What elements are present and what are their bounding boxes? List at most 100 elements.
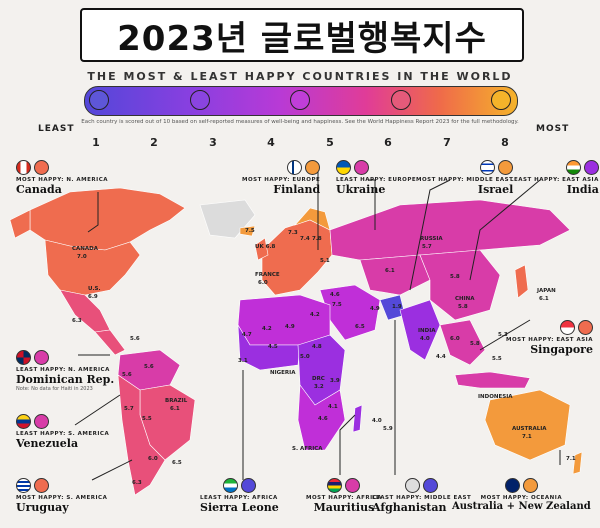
label-japan-value: 6.1: [539, 296, 549, 302]
label-canada: CANADA: [72, 246, 99, 252]
subtitle: THE MOST & LEAST HAPPY COUNTRIES IN THE …: [87, 70, 513, 83]
label-colombia-value: 5.6: [122, 372, 132, 378]
label-sweden-value: 7.4: [300, 236, 310, 242]
region-central-america: [94, 329, 126, 356]
region-usa: [44, 239, 141, 296]
callout-canada: MOST HAPPY: N. AMERICA Canada: [16, 160, 108, 196]
grin-face-icon: [498, 160, 514, 175]
label-myanmar-value: 4.4: [436, 354, 446, 360]
ukraine-flag-icon: [336, 160, 351, 175]
page-title: 2023년 글로벌행복지수: [80, 8, 524, 62]
smile-face-icon: [391, 90, 411, 110]
label-peru-value: 5.7: [124, 406, 134, 412]
scale-tick-4: 4: [267, 136, 275, 149]
region-alaska: [9, 209, 31, 239]
label-norway-value: 7.3: [288, 230, 298, 236]
label-east-2: 5.0: [300, 354, 310, 360]
smile-face-icon: [34, 160, 49, 175]
label-australia: AUSTRALIA: [512, 426, 547, 432]
label-nigeria: NIGERIA: [270, 370, 296, 376]
label-east-4: 4.1: [328, 404, 338, 410]
world-map: CANADA 7.0 U.S. 6.9 6.3 7.5 UK 6.8 7.3 7…: [9, 172, 583, 496]
label-argentina-value: 6.0: [148, 456, 158, 462]
label-drc-value: 3.2: [314, 384, 324, 390]
grin-face-icon: [491, 90, 511, 110]
label-russia-value: 5.7: [422, 244, 432, 250]
label-indonesia: INDONESIA: [478, 394, 513, 400]
dominican-flag-icon: [16, 350, 31, 365]
label-drc: DRC: [312, 376, 325, 382]
label-us-value: 6.9: [88, 294, 98, 300]
uruguay-flag-icon: [16, 478, 31, 493]
region-canada: [29, 187, 186, 251]
most-label: MOST: [536, 124, 570, 134]
label-france-value: 6.0: [258, 280, 268, 286]
sierra-leone-flag-icon: [222, 478, 238, 493]
label-cuba-value: 5.6: [130, 336, 140, 342]
very-sad-face-icon: [423, 478, 439, 493]
neutral-face-icon: [290, 90, 310, 110]
sad-face-icon: [240, 478, 256, 493]
australia-flag-icon: [504, 478, 520, 493]
label-finland-value: 7.8: [312, 236, 322, 242]
label-west-5: 4.9: [285, 324, 295, 330]
region-scandinavia: [294, 207, 331, 231]
label-south-korea-value: 5.3: [498, 332, 508, 338]
label-new-zealand-value: 7.1: [566, 456, 576, 462]
label-india: INDIA: [418, 328, 436, 334]
label-madagascar-value: 4.0: [372, 418, 382, 424]
region-japan: [514, 264, 529, 299]
label-chile-value: 6.3: [132, 480, 142, 486]
canada-flag-icon: [16, 160, 31, 175]
scale-tick-8: 8: [501, 136, 509, 149]
label-east-3: 3.9: [330, 378, 340, 384]
least-label: LEAST: [38, 124, 75, 134]
region-central-asia: [359, 254, 431, 296]
callout-ukraine: LEAST HAPPY: EUROPE Ukraine: [336, 160, 416, 196]
label-philippines-value: 5.5: [492, 356, 502, 362]
label-australia-value: 7.1: [522, 434, 532, 440]
region-new-zealand: [572, 451, 583, 475]
callout-australia: MOST HAPPY: OCEANIA Australia + New Zeal…: [452, 478, 591, 512]
label-china: CHINA: [455, 296, 475, 302]
label-brazil: BRAZIL: [165, 398, 188, 404]
scale-tick-6: 6: [384, 136, 392, 149]
label-thailand-value: 6.0: [450, 336, 460, 342]
scale-tick-5: 5: [326, 136, 334, 149]
callout-venezuela: LEAST HAPPY: S. AMERICA Venezuela: [16, 414, 109, 450]
label-brazil-value: 6.1: [170, 406, 180, 412]
scale-tick-1: 1: [92, 136, 100, 149]
smile-face-icon: [577, 320, 593, 335]
india-flag-icon: [565, 160, 581, 175]
region-southern-africa: [297, 384, 346, 451]
scale-tick-7: 7: [443, 136, 451, 149]
region-southeast-asia: [439, 319, 486, 366]
region-china: [419, 249, 501, 321]
label-iceland-value: 7.5: [245, 228, 255, 234]
label-east-5: 4.6: [318, 416, 328, 422]
label-mongolia-value: 5.8: [450, 274, 460, 280]
callout-singapore: MOST HAPPY: EAST ASIA Singapore: [506, 320, 593, 356]
label-uruguay-value: 6.5: [172, 460, 182, 466]
label-france: FRANCE: [255, 272, 280, 278]
callout-finland: MOST HAPPY: EUROPE Finland: [242, 160, 321, 196]
label-east-1: 4.8: [312, 344, 322, 350]
region-iceland: [239, 225, 256, 237]
mauritius-flag-icon: [327, 478, 343, 493]
region-south-america-south: [117, 374, 166, 496]
grin-face-icon: [305, 160, 321, 175]
region-west-africa: [237, 324, 301, 371]
label-us: U.S.: [88, 286, 101, 292]
region-russia: [329, 199, 571, 261]
neutral-face-icon: [354, 160, 369, 175]
singapore-flag-icon: [559, 320, 575, 335]
label-kazakhstan-value: 6.1: [385, 268, 395, 274]
label-canada-value: 7.0: [77, 254, 87, 260]
label-uk: UK 6.8: [255, 244, 276, 250]
label-venezuela-value: 5.6: [144, 364, 154, 370]
smile-face-icon: [345, 478, 361, 493]
region-mexico: [59, 289, 111, 333]
grin-face-icon: [522, 478, 538, 493]
label-west-4: 3.1: [238, 358, 248, 364]
label-saudi-value: 6.5: [355, 324, 365, 330]
